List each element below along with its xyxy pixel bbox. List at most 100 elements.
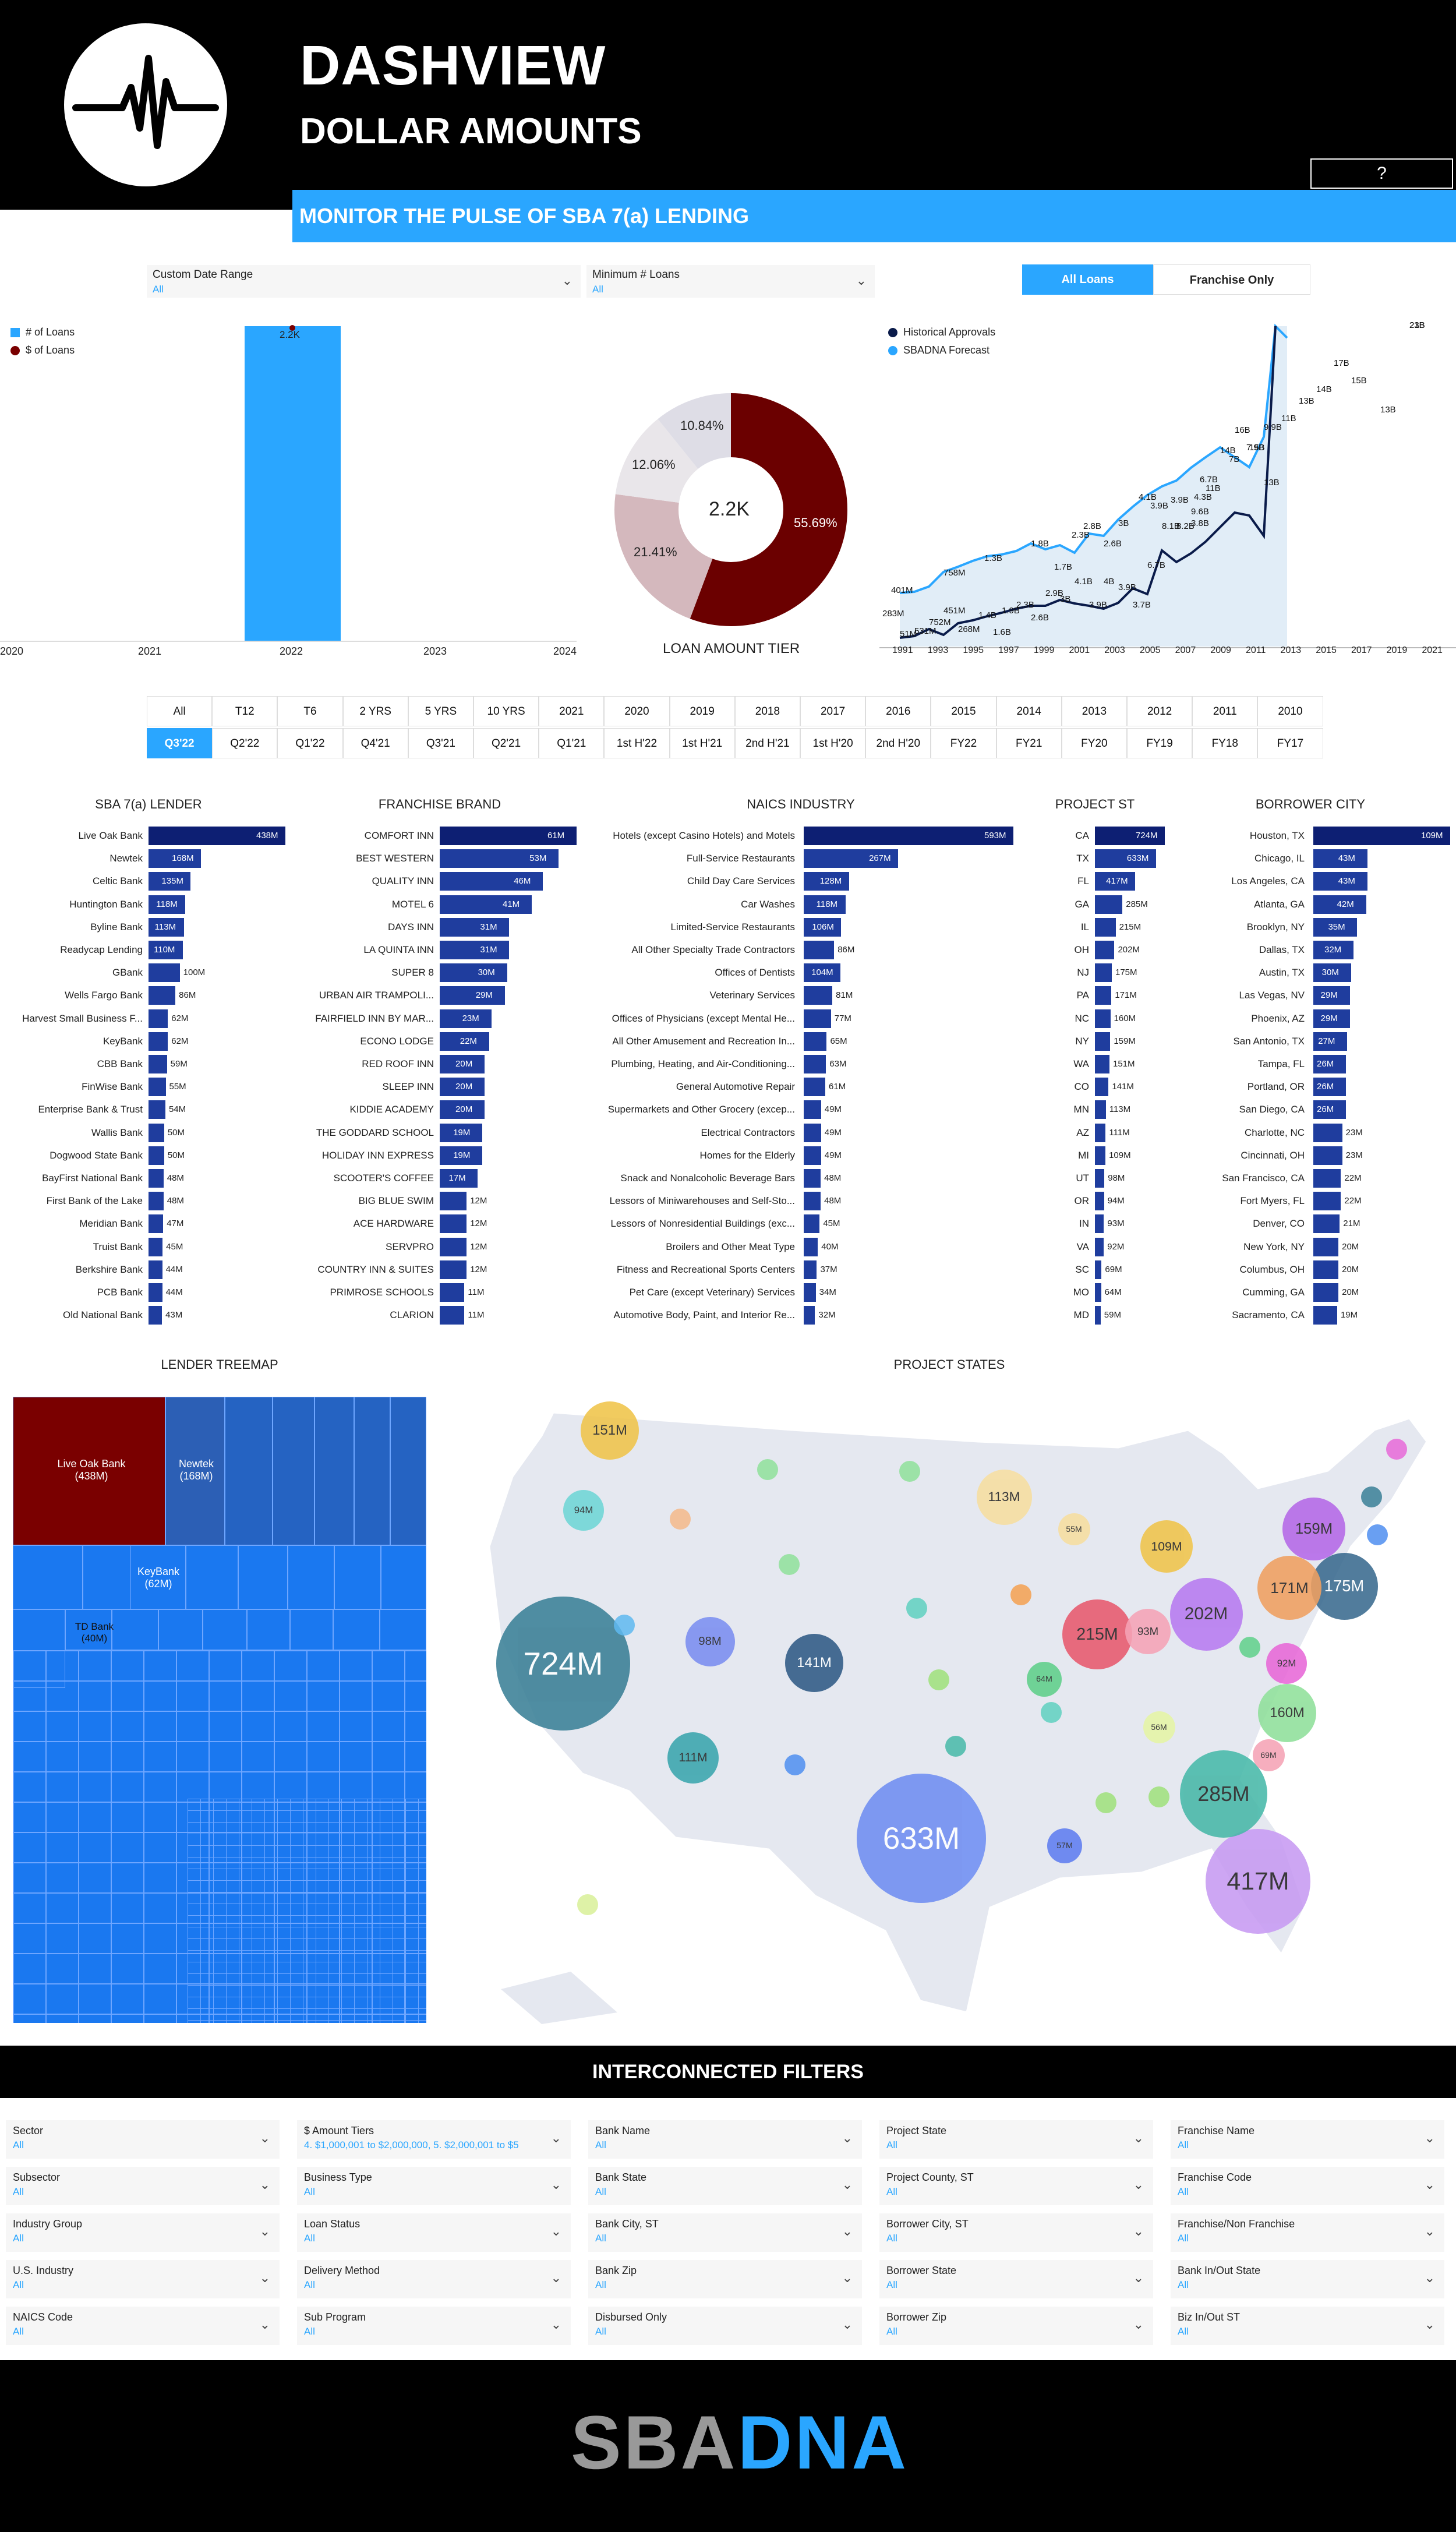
treemap-tile[interactable] — [290, 1609, 333, 1650]
filter-dropdown[interactable]: Bank State All ⌄ — [588, 2167, 862, 2205]
list-item-bar[interactable] — [804, 1306, 815, 1325]
help-button[interactable]: ? — [1310, 158, 1453, 189]
state-bubble[interactable]: 141M — [785, 1634, 843, 1692]
list-item-bar[interactable] — [149, 1192, 164, 1211]
list-item-bar[interactable] — [1313, 941, 1353, 959]
list-item-bar[interactable] — [149, 1032, 168, 1051]
list-item-bar[interactable] — [804, 1055, 826, 1073]
filter-dropdown[interactable]: Delivery Method All ⌄ — [297, 2260, 571, 2298]
list-item-bar[interactable] — [440, 827, 577, 845]
period-button[interactable]: 1st H'22 — [604, 728, 670, 758]
list-item-bar[interactable] — [804, 986, 833, 1005]
list-item-bar[interactable] — [440, 963, 507, 983]
period-button[interactable]: All — [147, 696, 213, 726]
period-button[interactable]: FY20 — [1061, 728, 1127, 758]
list-item-bar[interactable] — [149, 827, 285, 845]
filter-dropdown[interactable]: Disbursed Only All ⌄ — [588, 2307, 862, 2345]
list-item-bar[interactable] — [804, 1260, 817, 1279]
us-map[interactable] — [466, 1395, 1444, 2030]
list-item-bar[interactable] — [440, 1306, 465, 1325]
treemap-tile[interactable] — [380, 1609, 426, 1650]
list-item-bar[interactable] — [1313, 986, 1350, 1005]
state-bubble[interactable]: 113M — [976, 1469, 1032, 1525]
list-item-bar[interactable] — [149, 986, 176, 1005]
list-item-bar[interactable] — [804, 1192, 821, 1211]
list-item-bar[interactable] — [1313, 1078, 1347, 1097]
list-item-bar[interactable] — [149, 941, 183, 959]
list-item-bar[interactable] — [1313, 849, 1367, 868]
state-bubble[interactable] — [1095, 1792, 1116, 1813]
filter-dropdown[interactable]: Business Type All ⌄ — [297, 2167, 571, 2205]
list-item-bar[interactable] — [1095, 827, 1165, 845]
treemap-tile[interactable] — [203, 1609, 247, 1650]
treemap-tile[interactable] — [288, 1545, 334, 1609]
list-item-bar[interactable] — [440, 1055, 485, 1073]
filter-dropdown[interactable]: $ Amount Tiers 4. $1,000,001 to $2,000,00… — [297, 2120, 571, 2159]
state-bubble[interactable]: 94M — [563, 1490, 604, 1531]
list-item-bar[interactable] — [149, 1283, 162, 1302]
list-item-bar[interactable] — [1313, 1009, 1350, 1028]
period-button[interactable]: 2011 — [1192, 696, 1258, 726]
list-item-bar[interactable] — [440, 1078, 485, 1097]
lender-treemap[interactable]: Live Oak Bank (438M) Newtek (168M) KeyBank… — [13, 1397, 426, 2023]
list-item-bar[interactable] — [149, 1146, 164, 1165]
list-item-bar[interactable] — [440, 1100, 485, 1120]
state-bubble[interactable]: 64M — [1027, 1662, 1062, 1697]
filter-dropdown[interactable]: Borrower Zip All ⌄ — [879, 2307, 1153, 2345]
list-item-bar[interactable] — [804, 1283, 816, 1302]
state-bubble[interactable]: 57M — [1047, 1828, 1082, 1863]
treemap-tile[interactable] — [381, 1545, 426, 1609]
period-button[interactable]: T6 — [277, 696, 343, 726]
list-item-bar[interactable] — [804, 917, 842, 937]
treemap-tile[interactable] — [314, 1397, 354, 1545]
list-item-bar[interactable] — [1095, 1192, 1104, 1211]
treemap-tile[interactable] — [247, 1609, 290, 1650]
list-item-bar[interactable] — [440, 1283, 465, 1302]
filter-dropdown[interactable]: Bank Name All ⌄ — [588, 2120, 862, 2159]
period-button[interactable]: 2018 — [734, 696, 800, 726]
list-item-bar[interactable] — [440, 872, 543, 891]
period-button[interactable]: FY18 — [1192, 728, 1258, 758]
period-button[interactable]: 2014 — [996, 696, 1062, 726]
filter-dropdown[interactable]: Project County, ST All ⌄ — [879, 2167, 1153, 2205]
list-item-bar[interactable] — [1095, 1123, 1106, 1142]
state-bubble[interactable]: 55M — [1058, 1513, 1090, 1545]
list-item-bar[interactable] — [1095, 1146, 1106, 1165]
min-loans-dropdown[interactable]: Minimum # Loans All ⌄ — [586, 265, 875, 298]
filter-dropdown[interactable]: U.S. Industry All ⌄ — [6, 2260, 280, 2298]
list-item-bar[interactable] — [1095, 1078, 1109, 1097]
all-loans-toggle[interactable]: All Loans — [1022, 264, 1153, 295]
list-item-bar[interactable] — [804, 872, 849, 891]
list-item-bar[interactable] — [1313, 1306, 1337, 1325]
state-bubble[interactable] — [784, 1754, 805, 1775]
treemap-tile[interactable] — [65, 1609, 112, 1650]
treemap-tile[interactable] — [354, 1397, 390, 1545]
filter-dropdown[interactable]: Sub Program All ⌄ — [297, 2307, 571, 2345]
state-bubble[interactable]: 69M — [1252, 1739, 1285, 1771]
donut-slice[interactable] — [614, 393, 847, 626]
list-item-bar[interactable] — [1313, 1169, 1341, 1188]
list-item-bar[interactable] — [1095, 895, 1123, 914]
list-item-bar[interactable] — [1313, 1260, 1339, 1279]
treemap-tile[interactable] — [225, 1397, 273, 1545]
list-item-bar[interactable] — [1313, 1100, 1347, 1120]
list-item-bar[interactable] — [1095, 1032, 1111, 1051]
list-item-bar[interactable] — [1095, 1169, 1105, 1188]
list-item-bar[interactable] — [149, 1260, 162, 1279]
list-item-bar[interactable] — [149, 1169, 164, 1188]
list-item-bar[interactable] — [1313, 1123, 1342, 1142]
filter-dropdown[interactable]: Industry Group All ⌄ — [6, 2213, 280, 2252]
list-item-bar[interactable] — [1313, 1055, 1347, 1073]
list-item-bar[interactable] — [1095, 986, 1112, 1005]
filter-dropdown[interactable]: Bank Zip All ⌄ — [588, 2260, 862, 2298]
period-button[interactable]: 2015 — [931, 696, 996, 726]
list-item-bar[interactable] — [440, 1146, 483, 1165]
filter-dropdown[interactable]: NAICS Code All ⌄ — [6, 2307, 280, 2345]
state-bubble[interactable] — [899, 1461, 920, 1482]
state-bubble[interactable]: 724M — [496, 1597, 630, 1731]
treemap-tile[interactable] — [186, 1545, 238, 1609]
list-item-bar[interactable] — [440, 917, 510, 937]
list-item-bar[interactable] — [440, 1237, 467, 1256]
list-item-bar[interactable] — [1095, 872, 1136, 891]
list-item-bar[interactable] — [440, 986, 505, 1005]
